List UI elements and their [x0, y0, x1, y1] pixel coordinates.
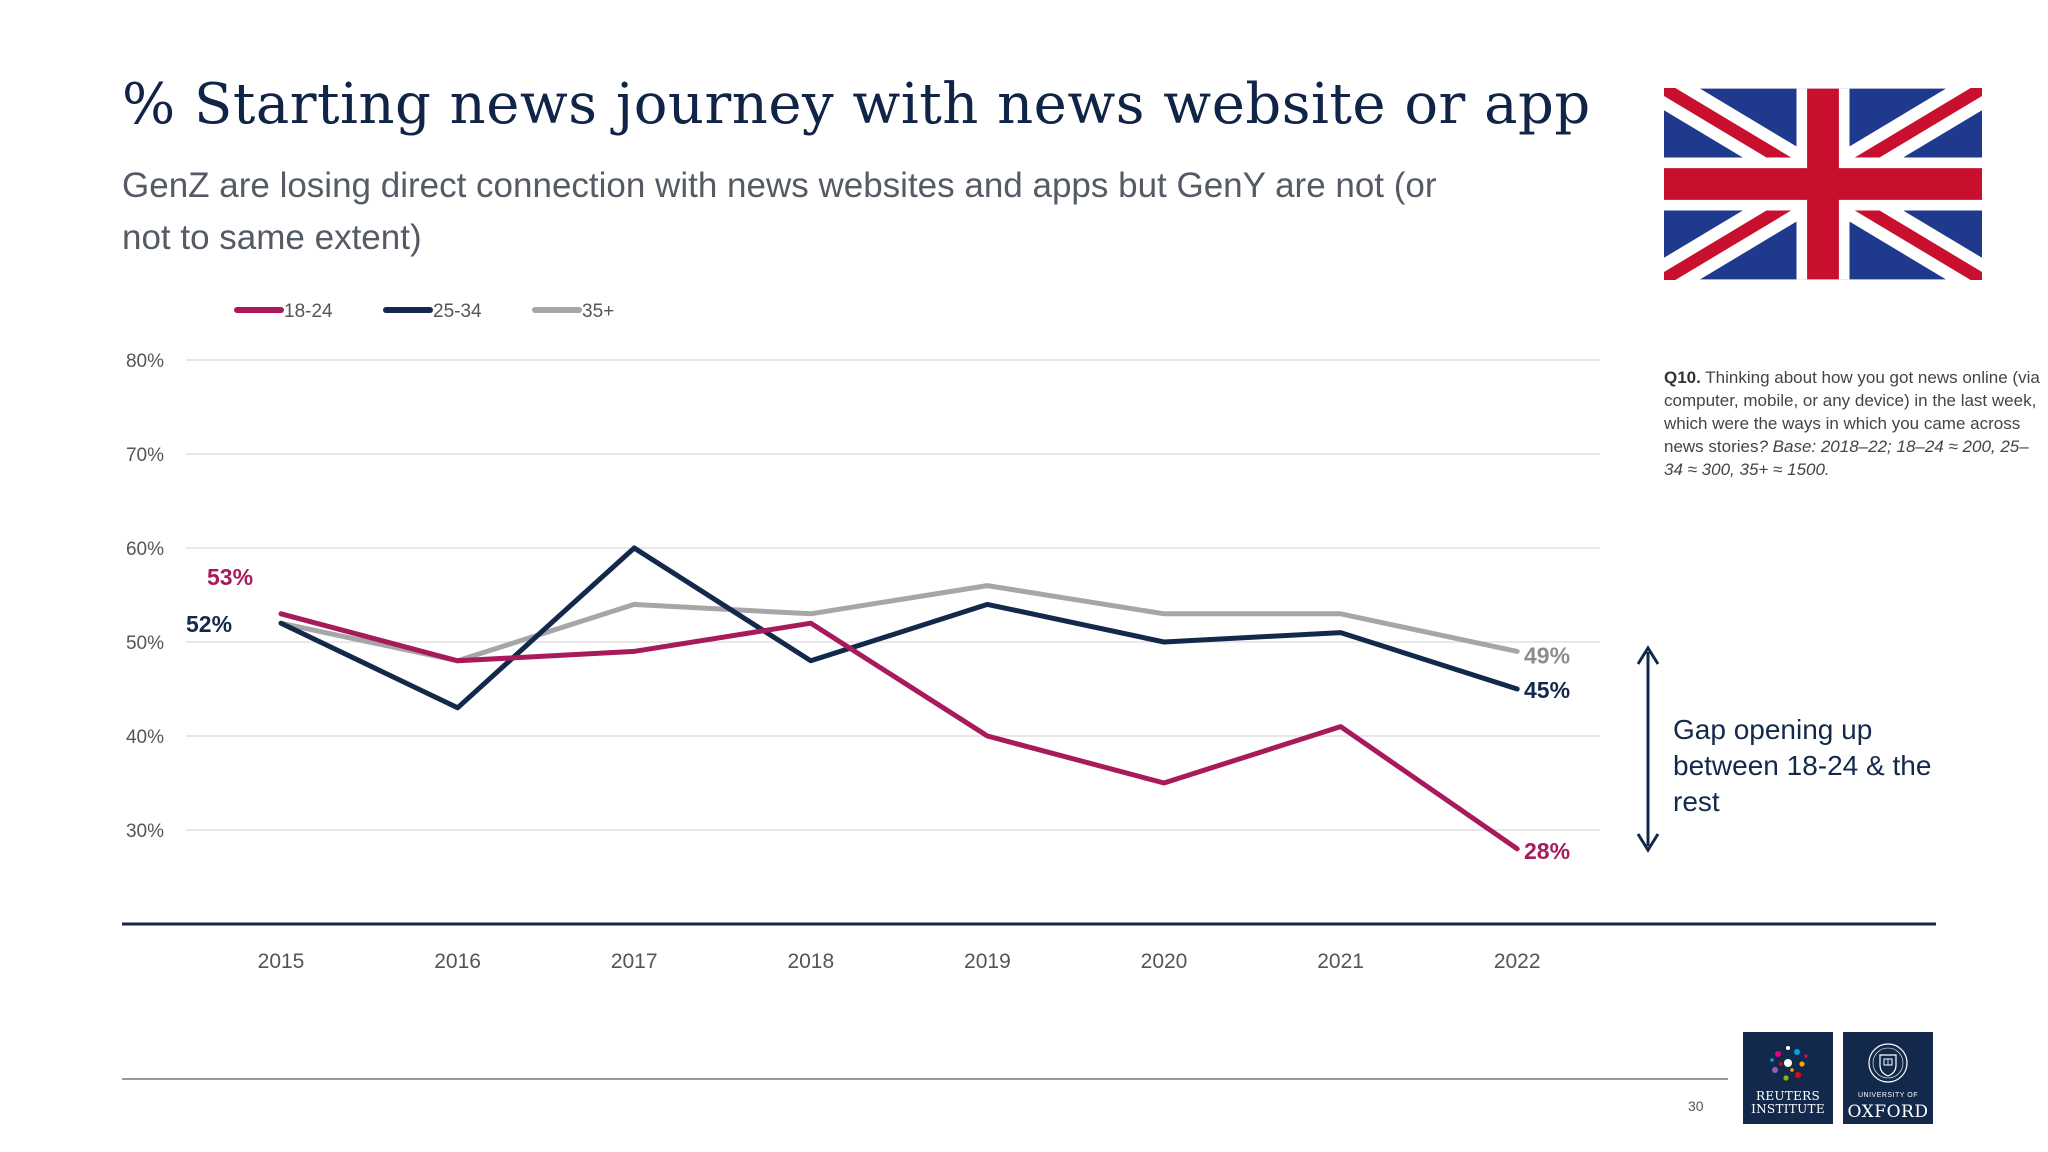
y-tick-label: 60% [126, 539, 164, 560]
series-line [278, 611, 1520, 852]
double-headed-arrow-icon [1636, 645, 1660, 853]
x-tick-label: 2019 [964, 950, 1011, 973]
oxford-logo-small-text: UNIVERSITY OF [1857, 1092, 1919, 1099]
legend-label: 25-34 [433, 301, 482, 322]
university-of-oxford-logo: UNIVERSITY OF OXFORD [1843, 1032, 1933, 1124]
base-text: ? Base: 2018–22; 18–24 ≈ 200, 25–34 ≈ 30… [1664, 437, 2029, 479]
x-axis-ticks: 2015 2016 2017 2018 2019 2020 2021 2022 [258, 950, 1541, 973]
y-tick-label: 80% [126, 351, 164, 372]
question-text: Thinking about how you got news online (… [1664, 368, 2040, 456]
x-tick-label: 2018 [787, 950, 834, 973]
oxford-logo-text: OXFORD [1847, 1102, 1929, 1122]
question-id: Q10. [1664, 368, 1701, 387]
footer-divider [122, 1078, 1728, 1080]
reuters-institute-logo: REUTERS INSTITUTE [1743, 1032, 1833, 1124]
x-tick-label: 2017 [611, 950, 658, 973]
end-value-label: 49% [1524, 642, 1570, 668]
page-subtitle: GenZ are losing direct connection with n… [122, 166, 1437, 257]
reuters-logo-text: REUTERS INSTITUTE [1751, 1089, 1825, 1116]
reuters-dots-icon [1770, 1046, 1808, 1081]
survey-question-note: Q10. Thinking about how you got news onl… [1664, 366, 2044, 481]
gridlines [186, 359, 1600, 831]
x-tick-label: 2022 [1494, 950, 1541, 973]
series-line [278, 583, 1520, 664]
y-tick-label: 30% [126, 821, 164, 842]
page-title: % Starting news journey with news websit… [122, 72, 1591, 137]
legend: 18-24 25-34 35+ [234, 301, 614, 322]
series-lines [278, 545, 1520, 852]
x-tick-label: 2020 [1141, 950, 1188, 973]
gap-annotation: Gap opening up between 18-24 & the rest [1673, 714, 1932, 817]
page-number: 30 [1688, 1098, 1704, 1114]
legend-label: 18-24 [284, 301, 333, 322]
y-tick-label: 40% [126, 727, 164, 748]
x-tick-label: 2016 [434, 950, 481, 973]
data-labels: 53% 28% 52% 45% 49% [186, 564, 1570, 864]
y-tick-label: 50% [126, 633, 164, 654]
oxford-crest-icon [1868, 1043, 1908, 1083]
start-value-label: 52% [186, 611, 232, 637]
end-value-label: 45% [1524, 677, 1570, 703]
x-tick-label: 2021 [1317, 950, 1364, 973]
end-value-label: 28% [1524, 838, 1570, 864]
x-tick-label: 2015 [258, 950, 305, 973]
start-value-label: 53% [207, 564, 253, 590]
y-axis-ticks: 80% 70% 60% 50% 40% 30% [126, 351, 164, 842]
legend-label: 35+ [582, 301, 614, 322]
union-jack-flag-icon [1664, 88, 1982, 280]
series-line [278, 545, 1520, 711]
y-tick-label: 70% [126, 445, 164, 466]
